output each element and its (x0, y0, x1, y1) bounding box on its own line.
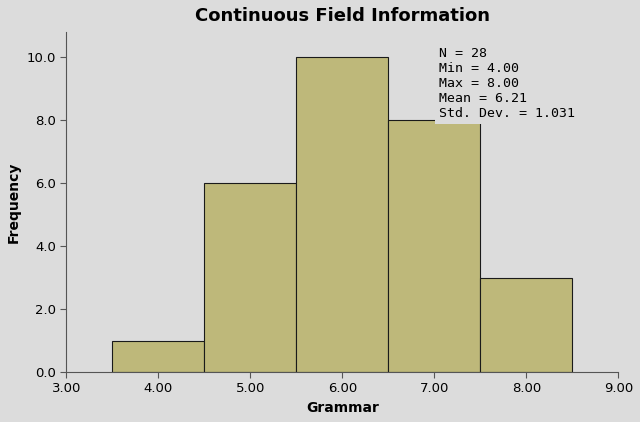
Bar (481, 278, 572, 372)
Y-axis label: Frequency: Frequency (7, 161, 21, 243)
Bar (112, 341, 204, 372)
Bar (204, 183, 296, 372)
Bar (296, 57, 388, 372)
Text: N = 28
Min = 4.00
Max = 8.00
Mean = 6.21
Std. Dev. = 1.031: N = 28 Min = 4.00 Max = 8.00 Mean = 6.21… (439, 47, 575, 120)
X-axis label: Grammar: Grammar (306, 401, 379, 415)
Title: Continuous Field Information: Continuous Field Information (195, 7, 490, 25)
Bar (388, 120, 481, 372)
